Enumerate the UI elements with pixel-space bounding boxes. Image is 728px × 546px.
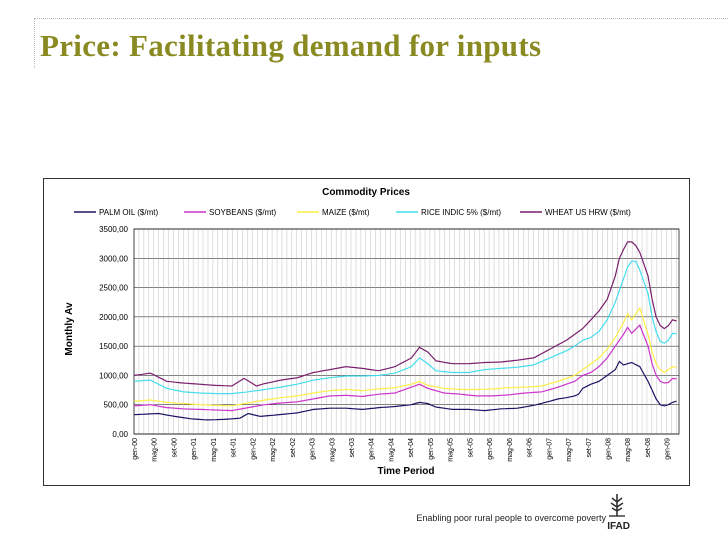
legend-label-3: RICE INDIC 5% ($/mt)	[421, 208, 501, 217]
x-tick-label: gen-05	[428, 438, 435, 460]
x-tick-label: gen-09	[665, 438, 672, 460]
x-tick-label: mag-05	[448, 438, 455, 462]
x-tick-label: gen-03	[310, 438, 317, 460]
x-tick-label: set-03	[349, 438, 356, 458]
x-tick-label: mag-03	[329, 438, 336, 462]
footer-tagline: Enabling poor rural people to overcome p…	[416, 513, 606, 523]
x-tick-label: set-07	[586, 438, 593, 458]
y-axis-label: Monthly Av	[64, 302, 75, 356]
y-tick-label: 3500,00	[99, 225, 128, 234]
series-line-2	[133, 306, 677, 407]
ifad-logo-icon	[609, 494, 625, 517]
chart-title: Commodity Prices	[322, 187, 410, 198]
legend-label-4: WHEAT US HRW ($/mt)	[545, 208, 631, 217]
x-tick-label: mag-00	[152, 438, 159, 462]
x-tick-label: gen-06	[487, 438, 494, 460]
x-tick-label: mag-07	[566, 438, 573, 462]
series-line-4	[133, 241, 677, 387]
x-tick-label: set-08	[645, 438, 652, 458]
x-tick-label: set-02	[290, 438, 297, 458]
y-tick-label: 500,00	[104, 401, 129, 410]
plot-area	[133, 228, 680, 435]
x-tick-label: gen-04	[369, 438, 376, 460]
chart-frame: Commodity Prices PALM OIL ($/mt) SOYBEANS …	[43, 178, 690, 486]
x-tick-label: gen-07	[546, 438, 553, 460]
x-tick-label: mag-02	[270, 438, 277, 462]
series-line-1	[133, 324, 677, 412]
x-tick-label: gen-00	[132, 438, 139, 460]
x-tick-label: gen-01	[191, 438, 198, 460]
x-tick-label: set-04	[408, 438, 415, 458]
commodity-prices-chart: Commodity Prices PALM OIL ($/mt) SOYBEANS …	[64, 187, 680, 477]
y-tick-label: 3000,00	[99, 254, 128, 263]
legend-label-1: SOYBEANS ($/mt)	[209, 208, 276, 217]
x-tick-label: set-06	[527, 438, 534, 458]
y-tick-label: 2000,00	[99, 313, 128, 322]
x-tick-label: mag-06	[507, 438, 514, 462]
x-tick-label: set-00	[171, 438, 178, 458]
top-divider	[34, 18, 728, 19]
x-tick-label: mag-01	[211, 438, 218, 462]
left-divider	[34, 18, 35, 68]
x-tick-label: mag-08	[625, 438, 632, 462]
x-tick-label: mag-04	[388, 438, 395, 462]
y-tick-label: 1500,00	[99, 342, 128, 351]
x-tick-label: set-01	[231, 438, 238, 458]
y-tick-label: 1000,00	[99, 371, 128, 380]
legend-label-2: MAIZE ($/mt)	[322, 208, 370, 217]
slide-title: Price: Facilitating demand for inputs	[40, 28, 542, 63]
y-tick-label: 0,00	[112, 430, 128, 439]
x-tick-label: set-05	[467, 438, 474, 458]
y-tick-label: 2500,00	[99, 284, 128, 293]
series-line-3	[133, 260, 677, 395]
x-tick-label: gen-08	[605, 438, 612, 460]
x-tick-label: gen-02	[250, 438, 257, 460]
series-line-0	[133, 360, 677, 421]
legend-label-0: PALM OIL ($/mt)	[99, 208, 158, 217]
x-axis-label: Time Period	[377, 466, 434, 477]
ifad-logo-text: IFAD	[607, 521, 630, 532]
